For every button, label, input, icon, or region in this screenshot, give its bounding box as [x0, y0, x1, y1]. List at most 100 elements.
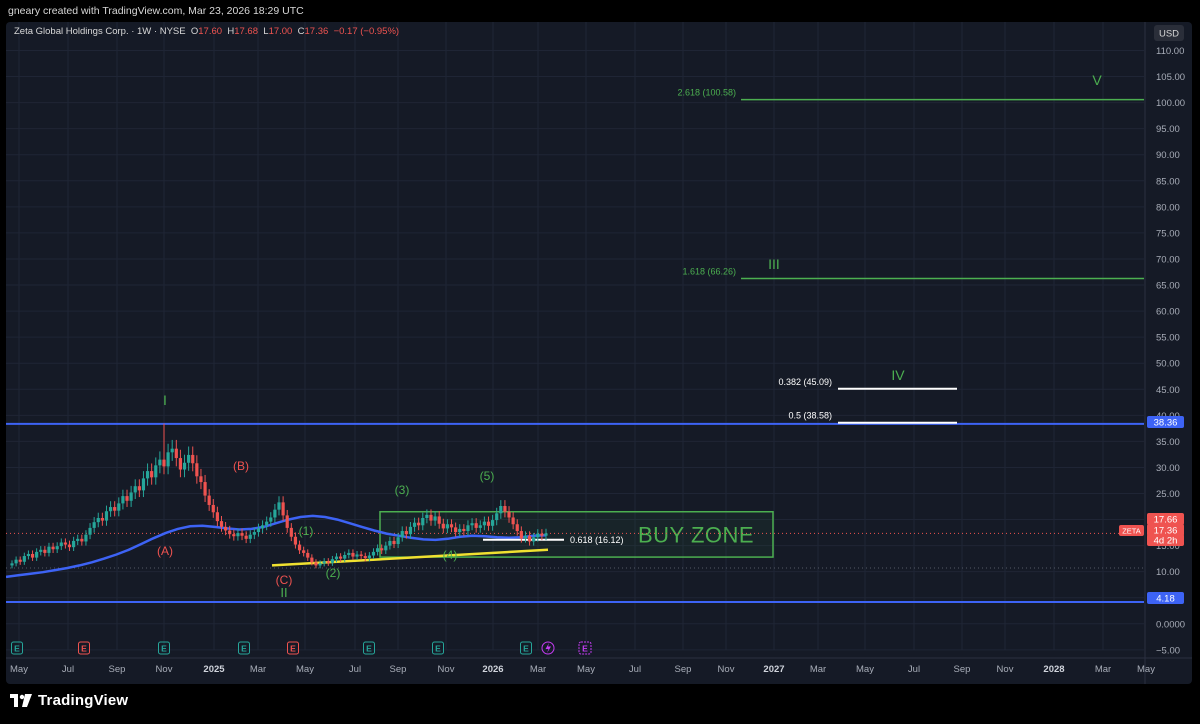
candle-body: [88, 527, 92, 535]
candle-body: [511, 517, 515, 525]
candle-body: [384, 545, 388, 551]
candle-body: [449, 524, 454, 528]
y-tick-label: −5.00: [1156, 645, 1180, 656]
y-tick-label: 105.00: [1156, 72, 1185, 83]
earnings-marker-label: E: [161, 644, 167, 654]
candle-body: [396, 537, 400, 545]
candle-body: [421, 517, 425, 526]
candle-body: [199, 476, 203, 483]
y-tick-label: 35.00: [1156, 437, 1180, 448]
x-tick-label: May: [296, 664, 314, 675]
x-tick-label: Sep: [675, 664, 692, 675]
axes-layer: 110.00 105.00 100.00 95.00 90.00 85.00 80.00 75…: [6, 22, 1192, 684]
candle-body: [437, 516, 441, 524]
earnings-marker: [363, 641, 375, 655]
legend-value: C: [298, 26, 305, 37]
y-tick-label: 110.00: [1156, 46, 1184, 57]
candle-body: [507, 511, 511, 518]
x-tick-label: Mar: [250, 664, 266, 675]
candle-body: [462, 528, 466, 532]
y-tick-label: 25.00: [1156, 489, 1180, 500]
moving-average-layer: [6, 514, 547, 579]
candle-body: [343, 555, 347, 559]
candle-body: [285, 515, 289, 528]
candle-body: [232, 534, 236, 537]
buy-zone-box: [379, 510, 774, 558]
price-tag-label: 17.66: [1154, 515, 1178, 526]
x-tick-label: Mar: [810, 664, 826, 675]
candle-body: [339, 556, 343, 559]
candle-body: [187, 454, 191, 463]
legend-value: Zeta Global Holdings Corp. · 1W · NYSE: [14, 26, 191, 37]
candle-body: [486, 521, 491, 526]
candle-body: [445, 524, 450, 529]
candle-body: [458, 528, 462, 533]
price-chart[interactable]: BUY ZONE 2.618 (100.58) 1.618 (66.26) 0.38…: [6, 22, 1192, 684]
x-tick-label: May: [856, 664, 874, 675]
candle-body: [367, 555, 371, 559]
candle-body: [35, 551, 39, 558]
candle-body: [228, 530, 232, 535]
fib-level-label: 1.618 (66.26): [682, 266, 736, 276]
candle-body: [351, 552, 355, 557]
legend-value: 17.68: [234, 26, 263, 37]
earnings-marker-label: E: [81, 644, 87, 654]
candle-body: [18, 559, 22, 562]
x-tick-label: Jul: [908, 664, 920, 675]
candle-body: [100, 517, 104, 521]
y-tick-label: 15.00: [1156, 541, 1180, 552]
candle-body: [113, 507, 117, 511]
wave-label: V: [1092, 72, 1102, 88]
wave-labels-layer: I (A) (B) (C)II (1) (2) (3) (4) (5) III IV V: [157, 72, 1102, 600]
candle-body: [297, 544, 302, 551]
candle-body: [441, 523, 445, 529]
candle-body: [519, 531, 523, 539]
legend-value: L: [263, 26, 268, 37]
candle-body: [310, 557, 314, 563]
x-tick-label: Jul: [349, 664, 361, 675]
chart-panel[interactable]: BUY ZONE 2.618 (100.58) 1.618 (66.26) 0.38…: [6, 22, 1192, 684]
wave-label: IV: [891, 367, 905, 383]
candle-body: [454, 527, 458, 533]
candle-body: [306, 552, 310, 558]
candle-body: [236, 533, 240, 537]
tradingview-logo-icon: [10, 693, 32, 707]
wave-label: I: [163, 392, 167, 408]
earnings-marker: [158, 641, 170, 655]
candle-body: [314, 562, 318, 566]
wave-label: (5): [480, 469, 495, 483]
candle-body: [499, 506, 503, 514]
candle-body: [544, 533, 548, 536]
candle-body: [244, 535, 248, 539]
price-tag: [1147, 592, 1184, 604]
x-tick-label: Sep: [390, 664, 407, 675]
wave-label: (4): [443, 548, 458, 562]
candle-body: [129, 492, 133, 501]
candle-body: [429, 514, 433, 521]
earnings-marker: [287, 641, 299, 655]
candle-body: [207, 495, 211, 505]
candle-body: [417, 522, 421, 526]
price-tag: [1147, 513, 1184, 525]
legend-value: 17.00: [269, 26, 298, 37]
x-tick-label: Nov: [718, 664, 735, 675]
candle-body: [178, 458, 183, 470]
price-tag-label: 4.18: [1156, 594, 1175, 605]
candle-body: [318, 563, 322, 566]
tradingview-brand[interactable]: TradingView: [10, 692, 128, 709]
legend-value: 17.36: [305, 26, 334, 37]
symbol-tag-label: ZETA: [1122, 527, 1141, 536]
earnings-marker: [520, 641, 532, 655]
y-tick-label: 70.00: [1156, 254, 1180, 265]
legend-value: 17.60: [198, 26, 227, 37]
candle-body: [219, 521, 224, 527]
x-tick-label: 2027: [763, 664, 784, 675]
x-tick-label: Nov: [997, 664, 1014, 675]
candle-body: [330, 559, 334, 563]
candle-body: [211, 504, 215, 513]
candle-body: [347, 552, 351, 556]
y-tick-label: 50.00: [1156, 359, 1180, 370]
candle-body: [80, 538, 84, 542]
buy-zone-layer: BUY ZONE: [379, 510, 774, 558]
candle-body: [466, 525, 470, 532]
